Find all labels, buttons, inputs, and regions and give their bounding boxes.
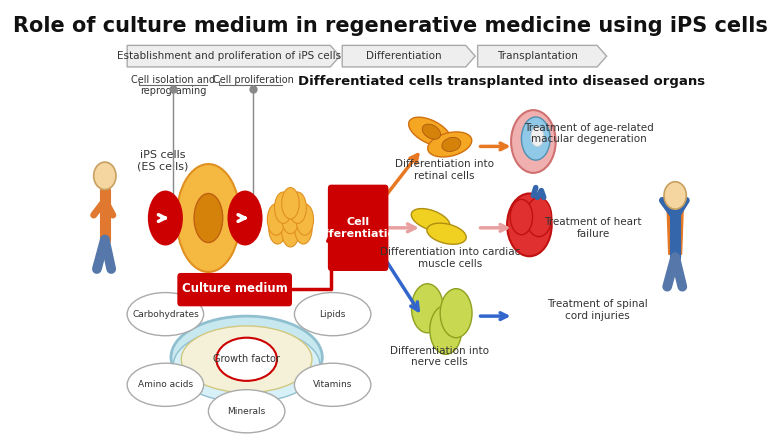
Ellipse shape [282,202,300,234]
Text: Role of culture medium in regenerative medicine using iPS cells: Role of culture medium in regenerative m… [12,16,768,36]
Ellipse shape [427,223,466,244]
Ellipse shape [295,212,312,244]
Ellipse shape [173,328,320,403]
Text: Lipids: Lipids [320,310,346,319]
Ellipse shape [228,191,263,245]
Ellipse shape [127,293,204,336]
Text: Differentiation into
retinal cells: Differentiation into retinal cells [395,159,494,181]
Ellipse shape [294,363,370,406]
Ellipse shape [216,338,277,381]
Ellipse shape [294,293,370,336]
Ellipse shape [664,182,686,209]
Text: Treatment of heart
failure: Treatment of heart failure [544,217,642,239]
Ellipse shape [521,117,550,160]
Text: Growth factor: Growth factor [213,354,280,364]
Text: Cell proliferation: Cell proliferation [213,75,293,85]
Text: Differentiation into cardiac
muscle cells: Differentiation into cardiac muscle cell… [380,247,520,269]
Ellipse shape [440,289,472,338]
Ellipse shape [94,162,116,190]
Ellipse shape [171,316,322,399]
Text: iPS cells
(ES cells): iPS cells (ES cells) [137,150,189,172]
Text: Minerals: Minerals [228,407,266,416]
Ellipse shape [422,124,441,139]
Text: Culture medium: Culture medium [182,282,288,295]
Text: Amino acids: Amino acids [138,380,193,389]
Ellipse shape [148,191,183,245]
Ellipse shape [411,208,450,231]
Ellipse shape [282,187,300,219]
Text: Vitamins: Vitamins [313,380,353,389]
Polygon shape [477,46,607,67]
Ellipse shape [275,192,292,223]
Ellipse shape [507,194,551,256]
Ellipse shape [296,204,314,235]
Polygon shape [667,210,683,254]
Ellipse shape [127,363,204,406]
Ellipse shape [268,204,285,235]
Ellipse shape [441,138,461,152]
FancyBboxPatch shape [328,185,388,271]
Text: Establishment and proliferation of iPS cells: Establishment and proliferation of iPS c… [117,51,341,61]
FancyBboxPatch shape [177,273,292,306]
Text: Transplantation: Transplantation [497,51,578,61]
Ellipse shape [269,212,286,244]
Text: Differentiated cells transplanted into diseased organs: Differentiated cells transplanted into d… [298,75,705,88]
Ellipse shape [510,199,533,235]
Text: Cell
differentiation: Cell differentiation [313,217,403,239]
Text: Cell isolation and
reprograming: Cell isolation and reprograming [131,75,215,96]
Ellipse shape [531,127,544,146]
Ellipse shape [282,215,300,247]
Ellipse shape [176,164,240,272]
Polygon shape [342,46,475,67]
Ellipse shape [194,194,223,243]
Text: Treatment of spinal
cord injuries: Treatment of spinal cord injuries [547,300,647,321]
Ellipse shape [427,132,472,157]
Text: Treatment of age-related
macular degeneration: Treatment of age-related macular degener… [524,123,654,145]
Ellipse shape [511,110,555,173]
Ellipse shape [412,284,443,333]
Text: Differentiation into
nerve cells: Differentiation into nerve cells [390,346,489,367]
Ellipse shape [181,326,312,392]
Ellipse shape [409,117,451,146]
Ellipse shape [289,192,307,223]
Ellipse shape [430,305,462,354]
Ellipse shape [208,390,285,433]
Text: Carbohydrates: Carbohydrates [132,310,199,319]
Polygon shape [127,46,340,67]
Ellipse shape [526,198,551,237]
Text: Differentiation: Differentiation [366,51,441,61]
